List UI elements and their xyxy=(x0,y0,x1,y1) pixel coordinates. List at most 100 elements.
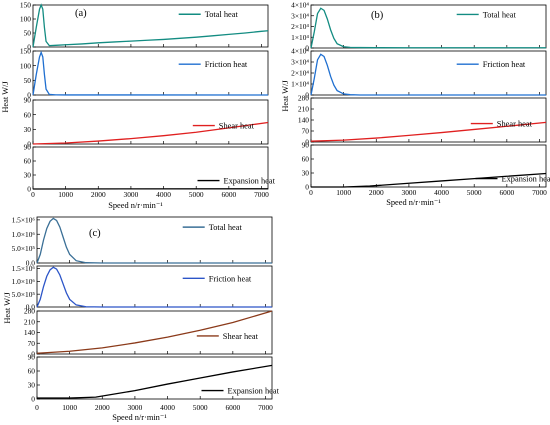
y-tick-label: 2×10⁴ xyxy=(291,22,309,31)
x-tick-label: 6000 xyxy=(221,190,236,199)
x-tick-label: 6000 xyxy=(225,403,240,412)
x-tick-label: 5000 xyxy=(189,190,204,199)
x-tick-label: 4000 xyxy=(156,190,171,199)
x-tick-label: 5000 xyxy=(467,188,482,197)
legend-label: Shear heat xyxy=(223,332,259,341)
y-tick-label: 1.5×10⁶ xyxy=(12,264,36,273)
subplot-shear-heat: 0 70 140 210 280 Shear heat xyxy=(298,94,547,147)
x-tick-label: 1000 xyxy=(62,403,77,412)
legend-label: Total heat xyxy=(483,10,517,19)
y-tick-label: 60 xyxy=(302,155,310,164)
x-axis-label: Speed n/r·min⁻¹ xyxy=(386,198,441,207)
y-tick-label: 2×10⁴ xyxy=(291,69,309,78)
subplot-friction-heat: 0.0 5.0×10⁵ 1.0×10⁶ 1.5×10⁶ Friction heat xyxy=(12,264,273,312)
y-tick-label: 0 xyxy=(27,185,31,194)
legend-label: Expansion heat xyxy=(224,177,276,186)
x-tick-label: 6000 xyxy=(499,188,514,197)
y-tick-label: 30 xyxy=(24,125,32,134)
x-axis-label: Speed n/r·min⁻¹ xyxy=(112,413,167,422)
y-tick-label: 90 xyxy=(302,141,310,150)
y-tick-label: 60 xyxy=(24,110,32,119)
x-tick-label: 2000 xyxy=(91,190,106,199)
y-tick-label: 1.0×10⁶ xyxy=(12,230,36,239)
x-tick-label: 3000 xyxy=(128,403,143,412)
x-tick-label: 2000 xyxy=(369,188,384,197)
y-axis-label: Heat W/J xyxy=(3,292,12,324)
y-tick-label: 5.0×10⁵ xyxy=(12,290,36,299)
x-tick-label: 1000 xyxy=(58,190,73,199)
y-tick-label: 4×10⁴ xyxy=(291,47,309,56)
series-line xyxy=(36,310,273,354)
y-tick-label: 0 xyxy=(27,91,31,100)
legend-label: Expansion heat xyxy=(228,387,280,396)
plot-frame xyxy=(310,144,547,188)
series-line xyxy=(310,7,547,49)
x-tick-label: 4000 xyxy=(160,403,175,412)
x-tick-label: 1000 xyxy=(336,188,351,197)
y-tick-label: 210 xyxy=(298,105,309,114)
y-tick-label: 1.5×10⁶ xyxy=(12,215,36,224)
plot-frame xyxy=(36,356,273,400)
x-tick-label: 0 xyxy=(309,188,313,197)
y-tick-label: 60 xyxy=(24,157,32,166)
plot-frame xyxy=(32,50,269,96)
legend-label: Shear heat xyxy=(497,120,533,129)
y-tick-label: 90 xyxy=(24,96,32,105)
y-tick-label: 90 xyxy=(28,353,36,362)
y-tick-label: 50 xyxy=(24,76,32,85)
subplot-total-heat: 0 50 100 150 Total heat xyxy=(20,1,269,52)
series-line xyxy=(311,172,547,188)
x-tick-label: 3000 xyxy=(402,188,417,197)
y-tick-label: 150 xyxy=(20,47,31,56)
legend-label: Friction heat xyxy=(205,60,248,69)
series-line xyxy=(310,53,546,96)
series-line xyxy=(36,217,272,264)
y-tick-label: 0.0 xyxy=(26,259,36,268)
y-tick-label: 150 xyxy=(20,1,31,10)
plot-frame xyxy=(32,4,269,48)
x-axis-label: Speed n/r·min⁻¹ xyxy=(108,201,163,210)
y-tick-label: 0 xyxy=(31,395,35,404)
y-axis-label: Heat W/J xyxy=(281,80,290,112)
y-tick-label: 1×10⁴ xyxy=(291,80,309,89)
y-tick-label: 0 xyxy=(27,43,31,52)
y-tick-label: 30 xyxy=(28,381,36,390)
y-tick-label: 3×10⁴ xyxy=(291,11,309,20)
x-tick-label: 0 xyxy=(35,403,39,412)
x-tick-label: 7000 xyxy=(532,188,547,197)
y-tick-label: 60 xyxy=(28,367,36,376)
y-tick-label: 210 xyxy=(24,317,35,326)
y-tick-label: 5.0×10⁵ xyxy=(12,244,36,253)
series-line xyxy=(32,50,269,96)
series-line xyxy=(37,364,273,399)
y-tick-label: 1×10⁴ xyxy=(291,33,309,42)
legend-label: Shear heat xyxy=(219,122,255,131)
y-tick-label: 0 xyxy=(305,138,309,147)
y-tick-label: 0.0 xyxy=(26,303,36,312)
plot-frame xyxy=(310,50,547,96)
legend-label: Total heat xyxy=(209,223,243,232)
plot-frame xyxy=(32,99,269,145)
subplot-friction-heat: 0 50 100 150 Friction heat xyxy=(20,47,269,100)
subplot-shear-heat: 0 30 60 90 Shear heat xyxy=(24,96,269,149)
x-tick-label: 3000 xyxy=(124,190,139,199)
x-tick-label: 4000 xyxy=(434,188,449,197)
panel-tag: (c) xyxy=(89,228,101,239)
y-tick-label: 280 xyxy=(24,307,35,316)
panel-tag: (a) xyxy=(75,8,87,19)
y-tick-label: 0 xyxy=(305,44,309,53)
chart-a: 0 50 100 150 Total heat 0 50 100 150 Friction hea… xyxy=(1,1,276,210)
legend-label: Friction heat xyxy=(209,274,252,283)
legend-label: Expansion heat xyxy=(502,175,550,184)
y-tick-label: 30 xyxy=(302,169,310,178)
subplot-total-heat: 0 1×10⁴ 2×10⁴ 3×10⁴ 4×10⁴ Total heat xyxy=(291,1,547,53)
series-line xyxy=(32,121,269,145)
y-tick-label: 100 xyxy=(20,15,31,24)
series-line xyxy=(310,121,547,142)
subplot-expansion-heat: 0 30 60 90 Expansion heat xyxy=(28,353,280,404)
x-tick-label: 7000 xyxy=(258,403,273,412)
legend-label: Total heat xyxy=(205,10,239,19)
chart-c: 0.0 5.0×10⁵ 1.0×10⁶ 1.5×10⁶ Total heat 0.0 5.0… xyxy=(3,215,280,422)
y-tick-label: 50 xyxy=(24,29,32,38)
